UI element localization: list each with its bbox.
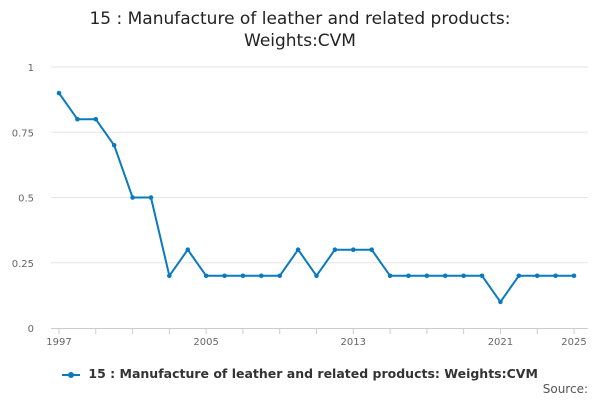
data-point[interactable] bbox=[295, 247, 301, 252]
data-point[interactable] bbox=[350, 247, 356, 252]
data-point[interactable] bbox=[516, 273, 522, 279]
x-tick-label: 2025 bbox=[561, 337, 586, 348]
data-point[interactable] bbox=[553, 273, 558, 279]
data-point[interactable] bbox=[332, 247, 338, 252]
data-point[interactable] bbox=[277, 273, 283, 279]
data-point[interactable] bbox=[369, 247, 374, 252]
data-point[interactable] bbox=[111, 143, 117, 148]
chart-title: 15 : Manufacture of leather and related … bbox=[0, 8, 600, 52]
data-point[interactable] bbox=[442, 273, 448, 279]
x-tick-label: 1997 bbox=[46, 337, 71, 348]
data-point[interactable] bbox=[167, 273, 172, 279]
data-point[interactable] bbox=[203, 273, 209, 279]
source-label: Source: bbox=[542, 382, 588, 396]
x-tick-label: 2021 bbox=[488, 337, 513, 348]
data-point[interactable] bbox=[387, 273, 393, 279]
y-tick-label: 0 bbox=[28, 324, 34, 335]
y-tick-label: 0.75 bbox=[12, 128, 34, 139]
chart-title-line-2: Weights:CVM bbox=[244, 31, 356, 51]
data-point[interactable] bbox=[406, 273, 411, 279]
data-point[interactable] bbox=[56, 90, 62, 96]
axes: 0 0.25 0.5 0.75 1 1997 2005 2013 2021 2025 bbox=[12, 63, 588, 348]
y-tick-label: 0.25 bbox=[12, 259, 34, 270]
legend-label: 15 : Manufacture of leather and related … bbox=[88, 366, 538, 381]
data-point[interactable] bbox=[259, 273, 264, 279]
x-tick-label: 2013 bbox=[341, 337, 366, 348]
data-point[interactable] bbox=[93, 116, 99, 122]
data-point[interactable] bbox=[130, 195, 135, 200]
y-tick-label: 0.5 bbox=[18, 194, 34, 205]
data-point[interactable] bbox=[185, 247, 191, 252]
legend[interactable]: 15 : Manufacture of leather and related … bbox=[0, 366, 600, 381]
data-point[interactable] bbox=[314, 273, 319, 279]
chart-title-line-1: 15 : Manufacture of leather and related … bbox=[89, 9, 511, 29]
series-layer bbox=[56, 90, 577, 305]
y-tick-label: 1 bbox=[28, 63, 34, 74]
data-point[interactable] bbox=[240, 273, 246, 279]
data-point[interactable] bbox=[424, 273, 430, 279]
grid-lines bbox=[51, 66, 588, 264]
x-tick-label: 2005 bbox=[193, 337, 218, 348]
data-point[interactable] bbox=[498, 299, 503, 305]
data-point[interactable] bbox=[479, 273, 485, 279]
data-point[interactable] bbox=[148, 195, 154, 200]
data-point[interactable] bbox=[222, 273, 227, 279]
data-point[interactable] bbox=[534, 273, 540, 279]
data-point[interactable] bbox=[75, 116, 80, 122]
data-point[interactable] bbox=[461, 273, 466, 279]
legend-swatch-icon bbox=[62, 370, 81, 380]
data-point[interactable] bbox=[571, 273, 577, 279]
